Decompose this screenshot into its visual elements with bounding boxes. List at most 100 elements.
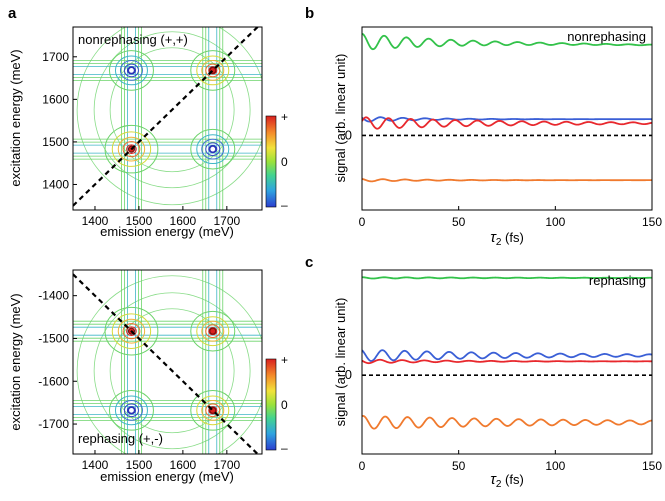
nonrephasing-2d-background-contour [109, 47, 235, 173]
rephasing-time-series-blue [362, 349, 652, 362]
colorbar-top-zero: 0 [281, 155, 288, 169]
nonrephasing-2d-frame [72, 26, 263, 211]
rephasing-2d-peak-contour [114, 395, 148, 426]
rephasing-2d-diagonal-line [73, 273, 260, 454]
colorbar-bottom-plus: + [281, 353, 288, 367]
nonrephasing-2d-xtick-label: 1500 [126, 214, 153, 228]
rephasing-2d-xtick-label: 1600 [170, 458, 197, 472]
nonrephasing-2d-peak-contour [114, 55, 148, 86]
tau-symbol: τ [490, 229, 497, 246]
tau-unit: (fs) [501, 230, 523, 245]
nonrephasing-2d-xtick-label: 1700 [213, 214, 240, 228]
nonrephasing-time-xtick-label: 0 [359, 215, 366, 229]
nonrephasing-2d-peak-contour [123, 63, 139, 78]
rephasing-2d-peak-contour [122, 323, 141, 340]
rephasing-2d-title: rephasing (+,-) [78, 431, 163, 446]
rephasing-2d-peak-contour [190, 390, 236, 431]
rephasing-2d-peak-center [209, 327, 217, 335]
rephasing-time-frame [361, 269, 653, 455]
nonrephasing-2d-peak-center [209, 145, 217, 153]
nonrephasing-time-xtick-label: 50 [452, 215, 466, 229]
rephasing-2d-ylabel: excitation energy (meV) [8, 293, 23, 430]
panel-label-c: c [305, 254, 313, 271]
rephasing-2d-background-contour [93, 292, 251, 450]
rephasing-time-xlabel: τ2 (fs) [490, 471, 524, 490]
nonrephasing-time-frame [361, 26, 653, 211]
rephasing-time-ylabel: signal (arb. linear unit) [333, 298, 348, 427]
rephasing-2d-peak-contour [201, 320, 225, 342]
rephasing-2d-peak-contour [104, 306, 159, 356]
nonrephasing-2d-peak-contour [122, 141, 141, 158]
nonrephasing-2d-peak-contour [201, 60, 225, 81]
nonrephasing-2d-diagonal-line [73, 27, 260, 207]
nonrephasing-2d-xlabel: emission energy (meV) [100, 224, 234, 239]
rephasing-2d-peak-contour [201, 399, 225, 421]
tau-symbol: τ [490, 471, 497, 488]
tau-subscript: 2 [496, 479, 502, 490]
nonrephasing-2d-xtick-label: 1400 [82, 214, 109, 228]
rephasing-2d-peak-contour [108, 390, 154, 431]
rephasing-2d-spectrum: 1400 1500 1600 1700 -1400 -1500 -1600 -1700 rep… [8, 269, 263, 484]
rephasing-2d-peak-contour [123, 403, 139, 418]
nonrephasing-2d-peak-contour [205, 63, 221, 78]
nonrephasing-2d-ytick-label: 1500 [42, 135, 69, 149]
nonrephasing-2d-peak-contour [196, 55, 230, 86]
colorbar-top: + 0 – [265, 110, 288, 212]
colorbar-bottom-gradient [265, 358, 277, 451]
nonrephasing-time-series-orange [362, 178, 652, 183]
rephasing-2d-frame [72, 269, 263, 455]
nonrephasing-zero-label: 0 [345, 127, 352, 142]
nonrephasing-time-xtick-label: 150 [642, 215, 662, 229]
nonrephasing-time-series-blue [362, 116, 652, 123]
nonrephasing-time-traces: 0 50 100 150 nonrephasing 0 signal (arb. li… [333, 26, 662, 248]
rephasing-time-series-green [362, 276, 652, 280]
rephasing-time-xtick-label: 0 [359, 459, 366, 473]
rephasing-time-xtick-label: 50 [452, 459, 466, 473]
rephasing-2d-background-contour [76, 275, 262, 454]
tau-subscript: 2 [496, 237, 502, 248]
nonrephasing-2d-ytick-label: 1700 [42, 50, 69, 64]
nonrephasing-2d-peak-contour [190, 128, 236, 170]
nonrephasing-time-title: nonrephasing [567, 29, 646, 44]
rephasing-zero-label: 0 [345, 367, 352, 382]
nonrephasing-time-xtick-label: 100 [545, 215, 565, 229]
rephasing-2d-peak-contour [196, 316, 230, 347]
colorbar-top-plus: + [281, 110, 288, 124]
rephasing-2d-peak-center [127, 406, 136, 414]
rephasing-time-series-orange [362, 414, 652, 430]
panel-label-a: a [8, 5, 17, 22]
nonrephasing-2d-title: nonrephasing (+,+) [78, 32, 188, 47]
rephasing-2d-peak-contour [205, 324, 221, 338]
colorbar-top-minus: – [281, 198, 288, 212]
nonrephasing-2d-ytick-label: 1400 [42, 177, 69, 191]
rephasing-time-series-red [362, 358, 652, 365]
rephasing-time-traces: 0 50 100 150 rephasing 0 signal (arb. linea… [333, 269, 662, 490]
rephasing-2d-peak-contour [117, 318, 146, 344]
rephasing-2d-peak-contour [190, 310, 236, 352]
rephasing-time-xtick-label: 150 [642, 459, 662, 473]
nonrephasing-2d-peak-contour [104, 124, 159, 174]
nonrephasing-2d-background-contour [76, 27, 262, 206]
rephasing-2d-background-contour [109, 308, 235, 434]
rephasing-2d-peak-contour [205, 403, 221, 418]
rephasing-time-title: rephasing [589, 273, 646, 288]
panel-label-b: b [305, 5, 314, 22]
rephasing-2d-peak-contour [208, 406, 218, 415]
rephasing-2d-ytick-label: -1400 [38, 289, 69, 303]
nonrephasing-2d-background-contour [93, 31, 251, 189]
colorbar-top-gradient [265, 115, 277, 208]
nonrephasing-2d-peak-contour [111, 131, 152, 167]
nonrephasing-time-xlabel: τ2 (fs) [490, 229, 524, 248]
nonrephasing-time-series-green [362, 32, 652, 51]
rephasing-2d-xlabel: emission energy (meV) [100, 469, 234, 484]
rephasing-2d-peak-contour [126, 326, 137, 337]
rephasing-2d-xtick-label: 1500 [126, 458, 153, 472]
nonrephasing-2d-xtick-label: 1600 [170, 214, 197, 228]
nonrephasing-2d-peak-contour [190, 50, 236, 91]
rephasing-2d-peak-contour [119, 399, 143, 421]
tau-unit: (fs) [501, 472, 523, 487]
nonrephasing-time-ylabel: signal (arb. linear unit) [333, 54, 348, 183]
colorbar-bottom: + 0 – [265, 353, 288, 455]
nonrephasing-time-series-red [362, 116, 652, 130]
